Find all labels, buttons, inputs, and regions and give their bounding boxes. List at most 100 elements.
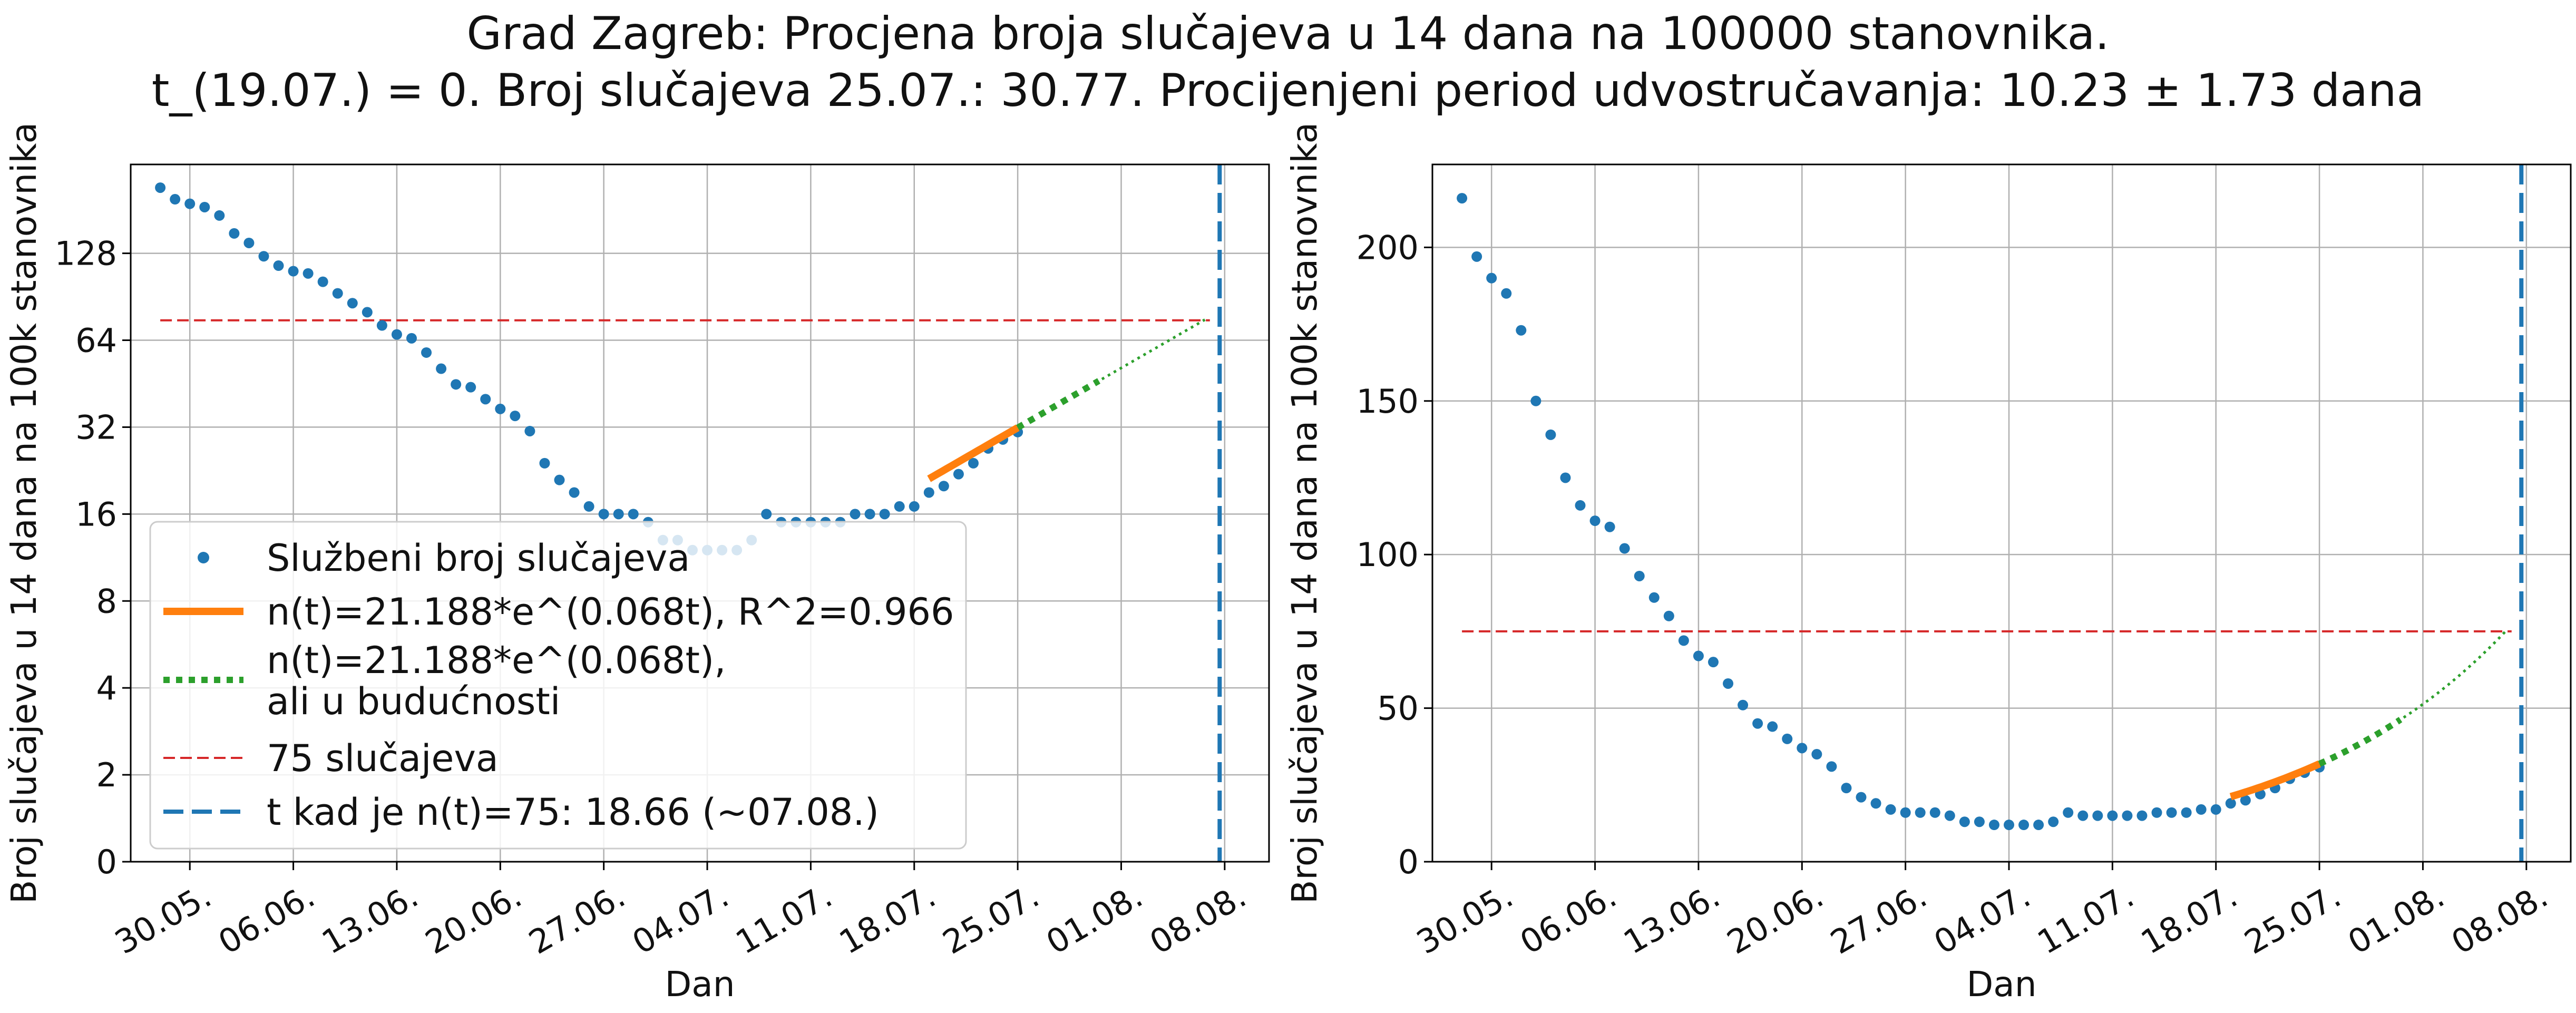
data-point — [155, 182, 166, 193]
data-point — [1707, 657, 1719, 668]
data-point — [184, 198, 196, 209]
data-point — [2225, 798, 2236, 809]
data-point — [1988, 820, 1999, 831]
data-point — [243, 237, 255, 248]
legend: Službeni broj slučajeva n(t)=21.188*e^(0.… — [149, 521, 967, 850]
y-tick-label: 8 — [96, 582, 117, 620]
plot-frame — [130, 163, 1270, 863]
x-tick-label: 11.07. — [729, 876, 838, 962]
legend-label: Službeni broj slučajeva — [267, 537, 690, 580]
y-axis-label: Broj slučajeva u 14 dana na 100k stanovn… — [1284, 122, 1325, 904]
data-point — [524, 425, 535, 436]
plot-frame — [1431, 163, 2572, 863]
projection-curve-tail — [1101, 318, 1206, 381]
data-point — [170, 194, 181, 205]
data-point — [539, 457, 550, 469]
x-tick-label: 27.06. — [522, 876, 631, 962]
data-point — [2240, 795, 2251, 806]
y-tick-label: 200 — [1357, 228, 1419, 267]
data-point — [1856, 792, 1867, 803]
left-log-chart: 30.05.06.06.13.06.20.06.27.06.04.07.11.0… — [4, 122, 1270, 1005]
data-point — [1797, 743, 1808, 754]
data-point — [864, 509, 875, 520]
x-tick-label: 30.05. — [1410, 876, 1519, 962]
title-line-1: Grad Zagreb: Procjena broja slučajeva u … — [466, 7, 2110, 60]
data-point — [1885, 804, 1896, 815]
data-point — [2196, 804, 2207, 815]
data-point — [1663, 610, 1674, 621]
data-point — [199, 201, 210, 212]
legend-box — [149, 521, 967, 850]
x-tick-label: 08.08. — [2445, 876, 2554, 962]
projection-curve-tail — [2403, 629, 2508, 719]
data-point — [1486, 272, 1497, 284]
data-point — [1560, 472, 1571, 483]
x-tick-label: 08.08. — [1143, 876, 1252, 962]
data-point — [1619, 543, 1630, 554]
x-tick-label: 25.07. — [936, 876, 1046, 962]
data-point — [451, 379, 462, 390]
x-tick-label: 20.06. — [419, 876, 528, 962]
data-point — [1929, 807, 1940, 818]
fit-curve — [2229, 760, 2321, 801]
data-point — [2136, 810, 2148, 821]
x-tick-label: 11.07. — [2031, 876, 2140, 962]
data-point — [1589, 515, 1601, 527]
y-tick-label: 2 — [96, 756, 117, 794]
data-point — [1959, 816, 1970, 827]
data-point — [2107, 810, 2118, 821]
legend-label: 75 slučajeva — [267, 737, 499, 780]
data-point — [1752, 718, 1763, 729]
x-tick-label: 06.06. — [212, 876, 321, 962]
data-point — [1826, 761, 1837, 772]
data-point — [480, 394, 491, 405]
projection-curve — [1016, 378, 1100, 431]
data-point — [1723, 678, 1734, 689]
legend-label: t kad je n(t)=75: 18.66 (~07.08.) — [267, 791, 879, 834]
data-point — [909, 501, 920, 512]
official-points — [1457, 193, 2325, 831]
data-point — [554, 474, 565, 485]
x-tick-label: 27.06. — [1824, 876, 1933, 962]
data-point — [761, 509, 772, 520]
legend-marker-official — [198, 552, 209, 563]
data-point — [229, 228, 240, 239]
data-point — [850, 509, 861, 520]
data-point — [598, 509, 609, 520]
x-tick-label: 04.07. — [1927, 876, 2036, 962]
data-point — [2122, 810, 2133, 821]
data-point — [2033, 820, 2044, 831]
data-point — [2077, 810, 2089, 821]
x-axis-label: Dan — [1966, 964, 2036, 1005]
data-point — [421, 347, 432, 358]
data-point — [1516, 325, 1527, 336]
data-point — [628, 509, 639, 520]
x-tick-label: 25.07. — [2238, 876, 2347, 962]
legend-label: n(t)=21.188*e^(0.068t), R^2=0.966 — [267, 590, 954, 634]
data-point — [406, 333, 417, 344]
x-tick-label: 13.06. — [1617, 876, 1726, 962]
y-tick-label: 50 — [1377, 689, 1419, 728]
data-point — [317, 276, 328, 287]
y-tick-label: 32 — [75, 408, 117, 446]
data-point — [1974, 816, 1985, 827]
data-point — [362, 307, 373, 318]
data-point — [894, 501, 905, 512]
data-point — [1944, 810, 1955, 821]
data-point — [1575, 500, 1586, 511]
data-point — [258, 251, 269, 262]
data-point — [938, 481, 949, 492]
fit-curve — [927, 424, 1020, 482]
page-title: Grad Zagreb: Procjena broja slučajeva u … — [0, 0, 2576, 119]
data-point — [347, 298, 358, 309]
data-point — [1738, 699, 1749, 710]
data-point — [288, 266, 299, 277]
data-point — [953, 469, 964, 480]
data-point — [2018, 820, 2029, 831]
data-point — [2166, 807, 2177, 818]
title-line-2: t_(19.07.) = 0. Broj slučajeva 25.07.: 3… — [151, 64, 2425, 117]
data-point — [1767, 721, 1778, 732]
y-tick-label: 0 — [1398, 843, 1419, 881]
data-point — [2063, 807, 2074, 818]
data-point — [1530, 395, 1541, 406]
